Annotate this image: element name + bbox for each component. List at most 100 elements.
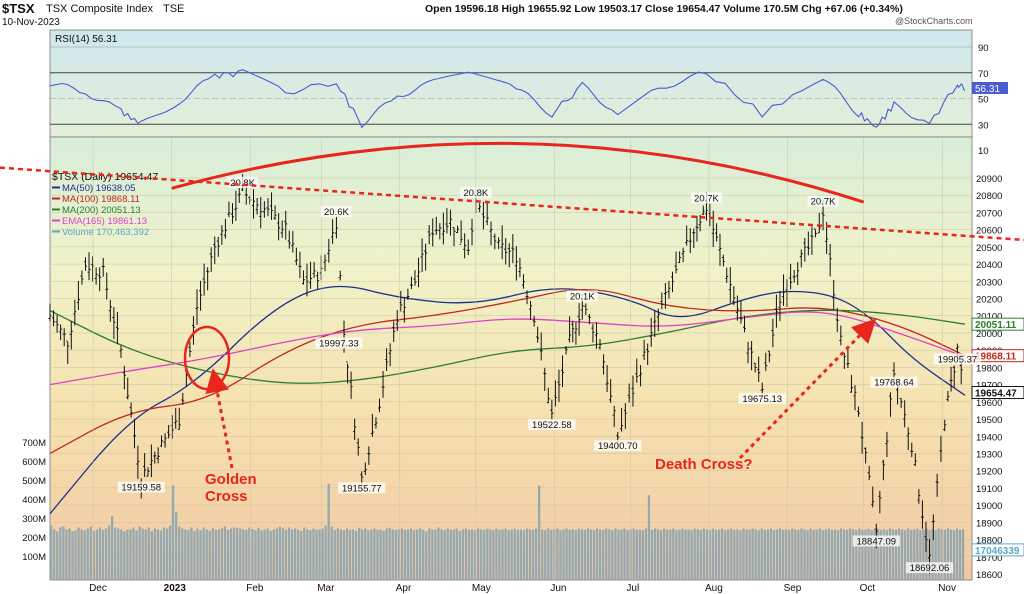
price-bar bbox=[701, 205, 705, 216]
volume-bar bbox=[571, 529, 574, 580]
price-bar bbox=[353, 418, 357, 440]
volume-bar bbox=[68, 528, 71, 580]
volume-bar bbox=[327, 483, 330, 580]
price-bar bbox=[609, 379, 613, 403]
price-tick-label: 19400 bbox=[976, 432, 1002, 443]
volume-bar bbox=[839, 528, 843, 580]
price-tick-label: 19800 bbox=[976, 363, 1002, 374]
price-bar bbox=[223, 218, 227, 239]
volume-bar bbox=[748, 529, 751, 580]
price-bar bbox=[402, 296, 406, 323]
price-bar bbox=[685, 225, 689, 246]
price-bar bbox=[728, 267, 732, 303]
price-bar bbox=[305, 263, 309, 297]
volume-bar bbox=[428, 528, 431, 580]
volume-bar bbox=[791, 528, 794, 580]
price-bar bbox=[557, 369, 561, 403]
volume-bar bbox=[922, 529, 925, 580]
volume-bar bbox=[141, 528, 144, 580]
price-tick-label: 20600 bbox=[976, 226, 1002, 237]
price-bar bbox=[346, 361, 350, 384]
price-bar bbox=[920, 500, 924, 529]
volume-bar bbox=[242, 529, 245, 580]
volume-bar bbox=[565, 528, 568, 580]
price-bar bbox=[149, 444, 153, 478]
annotation-bg bbox=[227, 176, 259, 188]
price-axis: 20900 20800 20700 20600 20500 20400 20300 20200… bbox=[976, 174, 1002, 581]
volume-bar bbox=[589, 529, 593, 580]
volume-bar bbox=[894, 529, 898, 580]
volume-bar bbox=[361, 529, 364, 580]
price-bar bbox=[899, 397, 903, 408]
date-tick-label: Oct bbox=[860, 583, 876, 594]
price-bar bbox=[789, 263, 793, 290]
volume-bar bbox=[138, 526, 141, 580]
price-tick-label: 19000 bbox=[976, 501, 1002, 512]
volume-bar bbox=[245, 529, 248, 580]
volume-bar bbox=[290, 529, 294, 580]
volume-bar bbox=[778, 528, 782, 580]
price-bar bbox=[270, 192, 274, 220]
price-bar bbox=[767, 350, 771, 363]
volume-bar bbox=[397, 529, 400, 580]
volume-bar bbox=[318, 529, 321, 580]
volume-bar bbox=[766, 529, 770, 580]
volume-bar bbox=[92, 530, 95, 580]
price-bar bbox=[660, 292, 664, 310]
price-bar bbox=[94, 267, 98, 285]
price-bar bbox=[518, 257, 522, 278]
price-bar bbox=[539, 332, 543, 361]
volume-bar bbox=[159, 530, 163, 580]
price-bar bbox=[434, 216, 438, 235]
volume-bar bbox=[492, 530, 495, 580]
volume-bar bbox=[114, 527, 117, 580]
volume-bar bbox=[870, 530, 873, 580]
volume-bar bbox=[852, 529, 855, 580]
price-bar bbox=[105, 272, 109, 300]
volume-bar bbox=[364, 528, 367, 580]
price-bar bbox=[721, 254, 725, 267]
volume-bar bbox=[59, 527, 62, 580]
golden-cross-label-line2: Cross bbox=[205, 488, 248, 505]
legend-entry: MA(200) 20051.13 bbox=[62, 205, 141, 216]
price-bar bbox=[806, 231, 810, 256]
volume-bar bbox=[193, 530, 196, 580]
volume-bar bbox=[300, 530, 303, 580]
volume-bar bbox=[473, 530, 477, 580]
rsi-last-badge bbox=[972, 82, 1008, 94]
annotation-bg bbox=[852, 535, 900, 547]
volume-bar bbox=[632, 528, 635, 580]
volume-bar bbox=[797, 529, 800, 580]
price-bar bbox=[470, 218, 474, 246]
moving-average-lines bbox=[49, 285, 966, 515]
volume-bar bbox=[172, 485, 175, 580]
volume-bar bbox=[351, 529, 355, 580]
volume-bar bbox=[56, 531, 59, 580]
volume-bar bbox=[382, 530, 385, 580]
price-bar bbox=[55, 315, 59, 333]
volume-bar bbox=[144, 529, 147, 580]
price-bar bbox=[642, 339, 646, 361]
price-bar bbox=[864, 447, 868, 464]
volume-bar bbox=[772, 530, 776, 580]
annotation-bg bbox=[315, 337, 363, 349]
volume-bar bbox=[260, 530, 263, 580]
date-tick-label: Aug bbox=[705, 583, 723, 594]
price-bar bbox=[521, 274, 525, 289]
price-bar bbox=[112, 307, 116, 340]
volume-bar bbox=[449, 529, 452, 580]
volume-bar bbox=[952, 530, 956, 580]
volume-bar bbox=[864, 529, 867, 580]
price-bar bbox=[485, 200, 489, 226]
price-bar bbox=[395, 310, 399, 332]
volume-bar bbox=[696, 529, 699, 580]
price-bar bbox=[639, 365, 643, 387]
price-bar bbox=[409, 276, 413, 289]
volume-bar bbox=[867, 528, 870, 580]
volume-bar bbox=[452, 529, 455, 580]
volume-bar bbox=[95, 529, 99, 580]
volume-bar bbox=[461, 529, 465, 580]
volume-bar bbox=[785, 529, 788, 580]
price-bar bbox=[792, 270, 796, 283]
